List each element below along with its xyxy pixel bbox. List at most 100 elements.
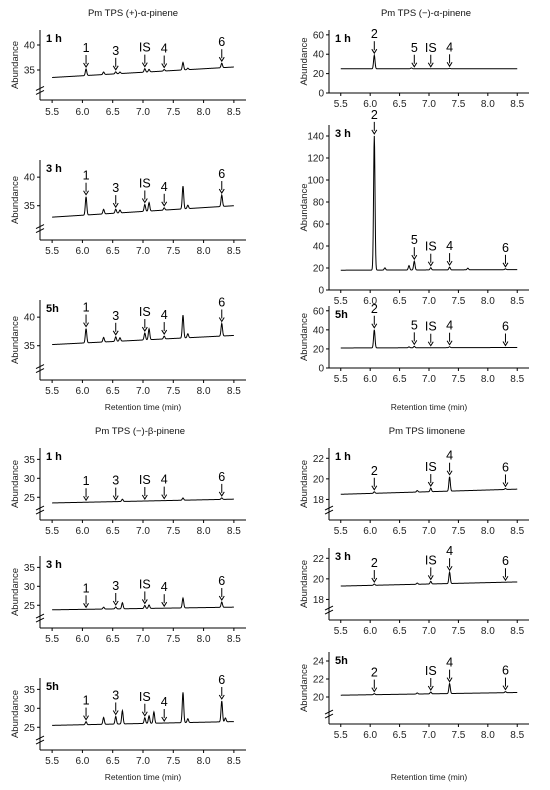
x-tick-label: 6.0 [363,99,377,110]
chart-1: Pm TPS (+)-α-pinene 35 40 5.5 6.0 6.5 7.0 7.5 8.… [10,8,246,412]
y-tick-label: 140 [307,132,324,143]
peak-arrow-head [446,677,453,683]
x-tick-label: 8.5 [510,374,524,385]
x-tick-label: 8.5 [227,526,241,537]
x-axis-label: Retention time (min) [391,772,468,782]
peak-label: 3 [112,474,119,488]
y-tick-label: 22 [313,554,325,565]
peak-label: 3 [112,579,119,593]
time-label: 5h [335,655,348,667]
x-axis-label: Retention time (min) [391,402,468,412]
y-tick-label: 25 [24,723,36,734]
x-tick-label: 8.0 [197,107,211,118]
time-label: 5h [335,309,348,321]
x-tick-label: 8.5 [227,756,241,767]
chromatogram-trace [52,61,234,78]
peak-label: IS [139,176,151,190]
peak-arrow-head [112,202,119,209]
peak-label: 3 [112,688,119,702]
x-tick-label: 7.0 [136,634,150,645]
x-tick-label: 7.0 [136,526,150,537]
x-tick-label: 7.0 [422,526,436,537]
x-tick-label: 7.5 [451,626,465,637]
peak-label: IS [425,320,437,334]
peak-label: 4 [446,319,453,333]
x-tick-label: 7.5 [451,526,465,537]
peak-label: 6 [502,664,509,678]
x-tick-label: 6.0 [75,526,89,537]
peak-label: 4 [161,180,168,194]
chart-title: Pm TPS (+)-α-pinene [88,8,178,19]
x-tick-label: 7.5 [451,374,465,385]
peak-arrow-head [141,62,148,68]
x-tick-label: 7.5 [451,730,465,741]
axis-break-mark [35,735,45,745]
time-label: 3 h [335,551,351,563]
y-tick-label: 40 [313,242,325,253]
y-tick-label: 40 [313,325,325,336]
peak-arrow-head [161,716,168,722]
y-tick-label: 30 [24,582,36,593]
peak-label: 4 [446,656,453,670]
x-axis-label: Retention time (min) [105,772,182,782]
y-axis-label: Abundance [299,37,310,85]
x-tick-label: 7.5 [451,99,465,110]
peak-arrow-head [141,494,148,500]
peak-label: IS [139,690,151,704]
axis-break-mark [35,364,45,374]
x-tick-label: 8.0 [481,296,495,307]
x-tick-label: 6.5 [106,386,120,397]
peak-arrow-head [411,62,418,68]
x-tick-label: 8.0 [481,374,495,385]
y-tick-label: 20 [313,474,325,485]
y-tick-label: 25 [24,601,36,612]
x-tick-label: 7.5 [166,756,180,767]
peak-label: 6 [502,460,509,474]
peak-label: 2 [371,302,378,316]
peak-arrow-head [371,129,378,135]
peak-arrow-head [427,481,434,488]
peak-arrow-head [427,575,434,581]
peak-label: 1 [83,474,90,488]
y-axis-label: Abundance [10,460,21,508]
x-tick-label: 7.0 [422,296,436,307]
peak-arrow-head [427,261,434,267]
y-tick-label: 35 [24,201,36,212]
peak-label: 4 [446,239,453,253]
chromatogram-trace [340,135,518,271]
peak-arrow-head [141,599,148,605]
peak-label: 1 [83,581,90,595]
x-tick-label: 8.0 [197,634,211,645]
x-tick-label: 8.0 [481,526,495,537]
y-tick-label: 0 [318,364,324,375]
chromatogram-trace [52,692,234,726]
y-axis-label: Abundance [10,176,21,224]
y-tick-label: 20 [313,693,325,704]
y-tick-label: 100 [307,176,324,187]
peak-arrow-head [112,710,119,716]
peak-arrow-head [371,485,378,491]
x-tick-label: 8.5 [227,107,241,118]
peak-arrow-head [83,495,89,502]
axis-break-mark [35,505,45,515]
peak-label: 6 [218,574,225,588]
peak-label: IS [425,664,437,678]
peak-label: 6 [218,167,225,181]
peak-arrow-head [161,201,168,207]
panel-3: 25 30 35 5.5 6.0 6.5 7.0 7.5 8.0 8.5 5h Abundance 1 3… [10,673,246,767]
x-tick-label: 5.5 [45,386,59,397]
peak-label: 5 [411,233,418,247]
peak-arrow-head [83,715,89,721]
x-tick-label: 5.5 [334,374,348,385]
x-tick-label: 8.0 [197,526,211,537]
y-tick-label: 20 [313,344,325,355]
peak-arrow-head [371,577,378,583]
x-tick-label: 5.5 [45,756,59,767]
x-tick-label: 5.5 [334,99,348,110]
x-tick-label: 7.0 [422,374,436,385]
peak-arrow-head [161,601,168,608]
x-tick-label: 5.5 [334,626,348,637]
peak-arrow-head [83,62,89,68]
peak-arrow-head [161,494,168,500]
